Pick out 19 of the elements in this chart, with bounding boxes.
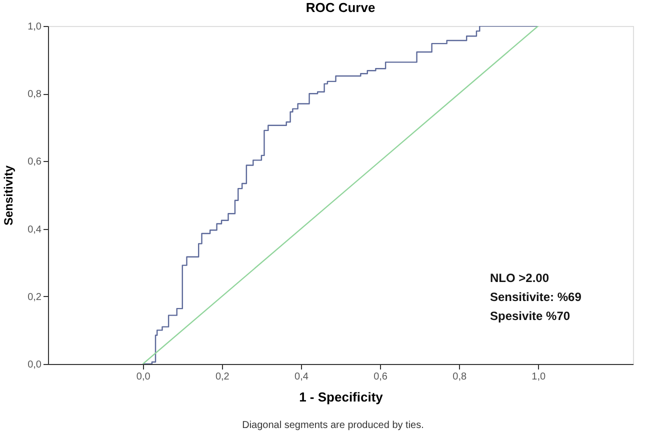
y-axis-title: Sensitivity: [2, 165, 16, 226]
x-tick-label: 0,2: [215, 372, 230, 382]
y-tick-label: 0,6: [28, 156, 42, 168]
annotation: NLO >2.00: [490, 271, 550, 285]
chart-title: ROC Curve: [306, 0, 376, 15]
x-tick-label: 0,0: [136, 372, 151, 382]
x-tick-label: 0,8: [452, 372, 467, 382]
annotation: Spesivite %70: [490, 309, 570, 323]
y-tick-label: 0,2: [28, 292, 42, 303]
y-tick-label: 1,0: [28, 22, 42, 32]
y-tick-label: 0,0: [28, 360, 42, 370]
x-tick-label: 1,0: [532, 372, 546, 382]
annotation: Sensitivite: %69: [490, 290, 582, 304]
text: Diagonal segments are produced by ties.: [242, 420, 424, 431]
x-axis-title: 1 - Specificity: [299, 390, 384, 404]
y-tick-label: 0,4: [28, 224, 42, 236]
x-tick-label: 0,4: [294, 372, 309, 382]
y-tick-label: 0,8: [28, 89, 42, 100]
x-tick-label: 0,6: [374, 372, 388, 382]
